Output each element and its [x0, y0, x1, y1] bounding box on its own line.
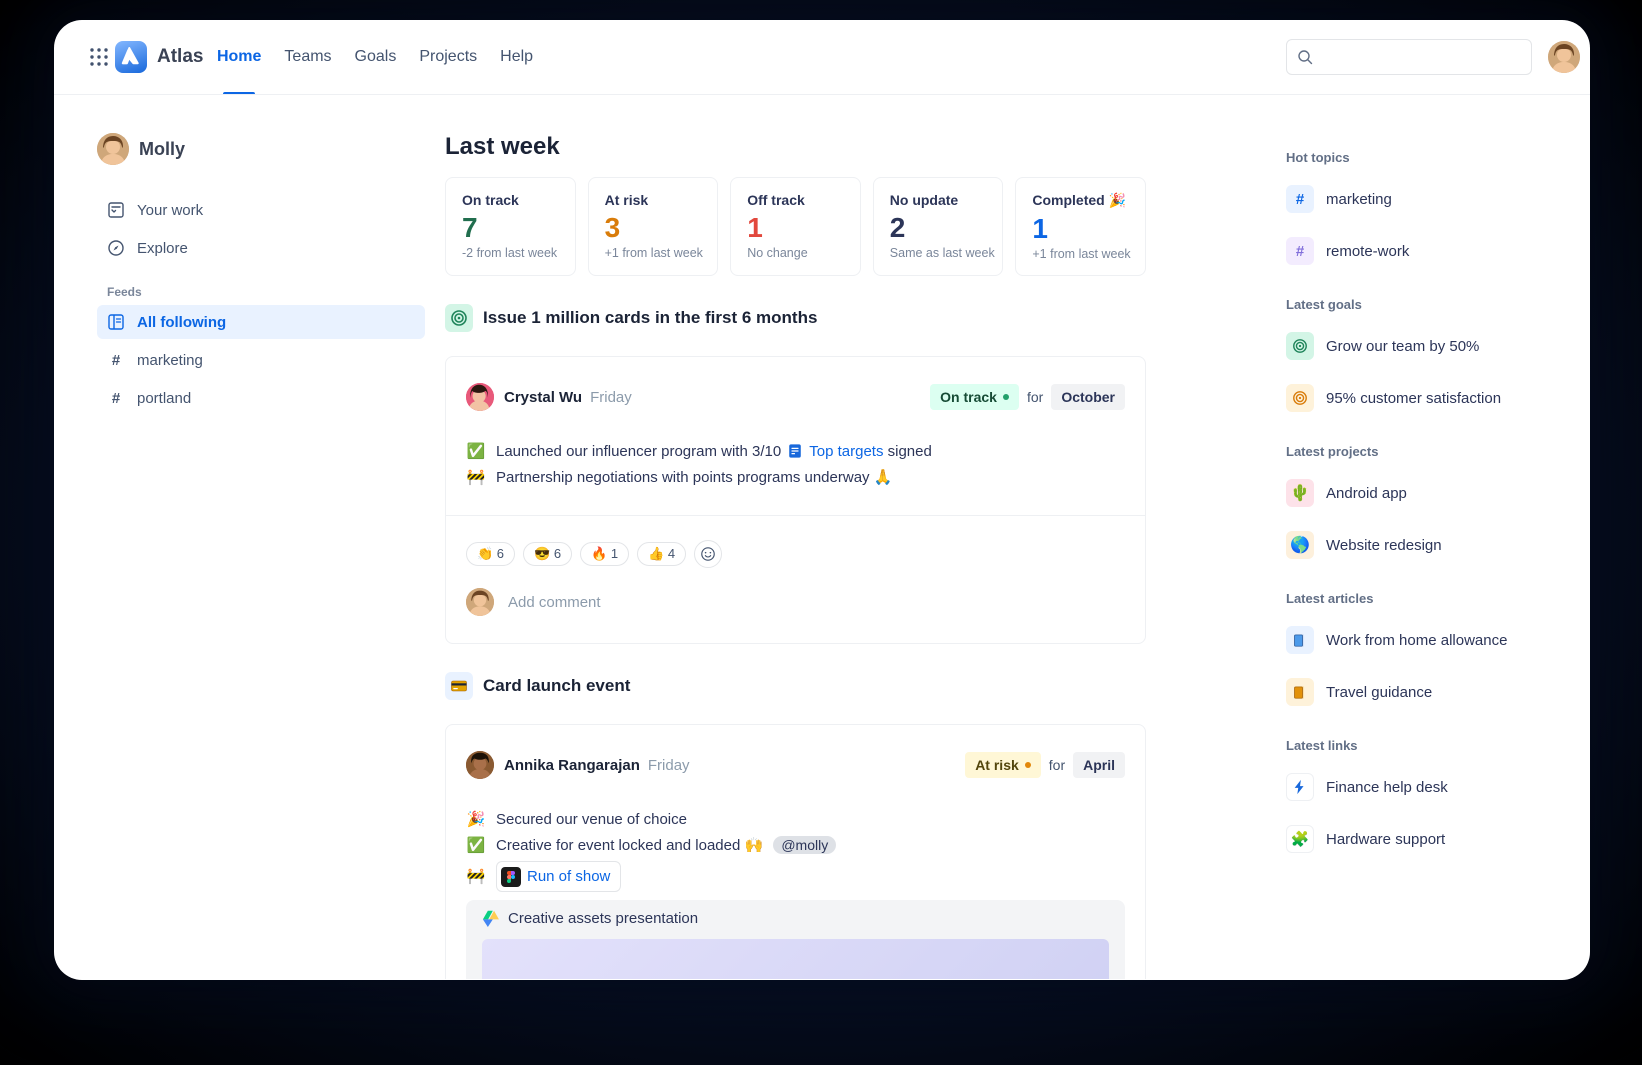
svg-text:#: # [112, 352, 121, 369]
svg-text:#: # [112, 390, 121, 407]
